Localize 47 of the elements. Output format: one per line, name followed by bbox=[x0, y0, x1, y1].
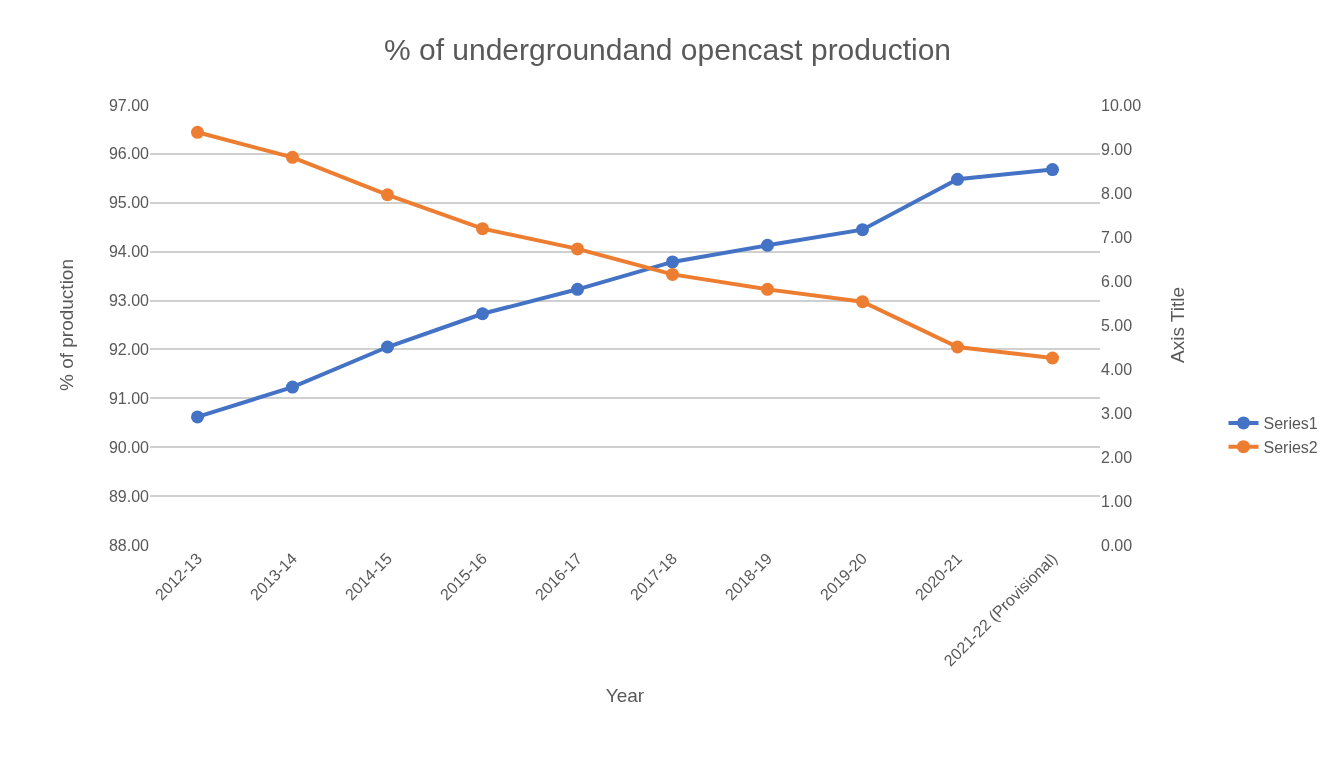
y-tick-label: 97.00 bbox=[108, 96, 150, 114]
y2-tick-label: 10.00 bbox=[1101, 96, 1142, 114]
y2-tick-label: 4.00 bbox=[1101, 360, 1133, 378]
point bbox=[1046, 163, 1059, 177]
y-tick-label: 92.00 bbox=[108, 341, 150, 359]
legend-label: Series1 bbox=[1263, 415, 1318, 433]
point bbox=[761, 282, 774, 296]
y-tick-label: 94.00 bbox=[108, 243, 150, 261]
y2-tick-label: 9.00 bbox=[1101, 140, 1133, 158]
point bbox=[476, 307, 489, 321]
point bbox=[476, 222, 489, 236]
x-axis-title: Year bbox=[605, 685, 645, 707]
point bbox=[381, 340, 394, 354]
chart-title: % of undergroundand opencast production bbox=[383, 32, 952, 66]
y2-axis-title: Axis Title bbox=[1166, 286, 1188, 364]
point bbox=[571, 242, 584, 256]
legend-label: Series2 bbox=[1263, 438, 1318, 456]
y-tick-label: 88.00 bbox=[108, 536, 150, 554]
point bbox=[381, 188, 394, 202]
y-tick-label: 95.00 bbox=[108, 194, 150, 212]
point bbox=[666, 255, 679, 269]
y-tick-label: 90.00 bbox=[108, 438, 150, 456]
y2-tick-label: 0.00 bbox=[1101, 536, 1133, 554]
point bbox=[286, 150, 299, 164]
y2-tick-label: 2.00 bbox=[1101, 448, 1133, 466]
y2-tick-label: 3.00 bbox=[1101, 404, 1133, 422]
point bbox=[571, 282, 584, 296]
point bbox=[191, 410, 204, 424]
point bbox=[286, 380, 299, 394]
y2-tick-label: 7.00 bbox=[1101, 228, 1133, 246]
point bbox=[1046, 351, 1059, 365]
y2-tick-label: 8.00 bbox=[1101, 184, 1133, 202]
y-tick-label: 96.00 bbox=[108, 145, 150, 163]
y-tick-label: 91.00 bbox=[108, 389, 150, 407]
y2-tick-label: 5.00 bbox=[1101, 316, 1133, 334]
point bbox=[856, 223, 869, 237]
point bbox=[666, 267, 679, 281]
y-tick-label: 89.00 bbox=[108, 487, 150, 505]
y2-tick-label: 1.00 bbox=[1101, 492, 1133, 510]
point bbox=[856, 295, 869, 309]
point bbox=[761, 238, 774, 252]
point bbox=[951, 172, 964, 186]
y-axis-title: % of production bbox=[55, 258, 77, 392]
y-tick-label: 93.00 bbox=[108, 292, 150, 310]
y2-tick-label: 6.00 bbox=[1101, 272, 1133, 290]
point bbox=[951, 340, 964, 354]
point bbox=[191, 125, 204, 139]
